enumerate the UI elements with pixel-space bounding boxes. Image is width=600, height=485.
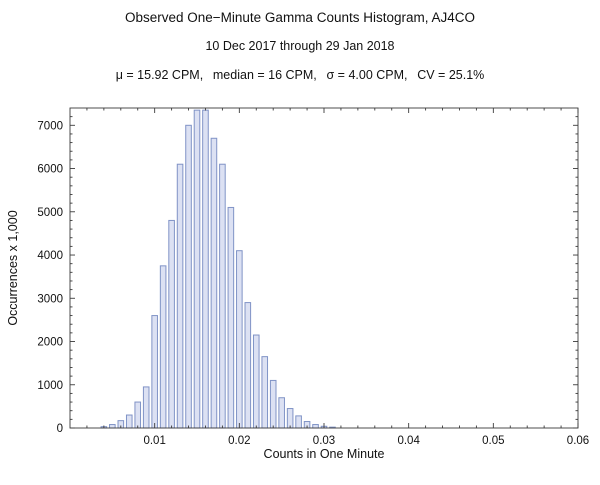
x-tick-label: 0.02 (228, 435, 250, 447)
histogram-bar (193, 109, 201, 429)
histogram-bar (210, 137, 218, 429)
histogram-bar (219, 163, 226, 429)
histogram-bars-layer (100, 109, 336, 429)
x-axis-label: Counts in One Minute (264, 447, 385, 461)
histogram-bar (252, 334, 260, 429)
histogram-bar (278, 397, 285, 429)
histogram-bar (185, 124, 192, 429)
histogram-bar (244, 302, 252, 429)
histogram-bar (286, 408, 294, 429)
histogram-bar (134, 401, 142, 429)
y-axis-label: Occurrences x 1,000 (6, 210, 20, 325)
axis-ticks-layer (70, 108, 579, 429)
y-tick-label: 2000 (37, 337, 63, 349)
y-tick-label: 1000 (37, 380, 63, 392)
histogram-bar (142, 386, 150, 429)
histogram-bar (227, 206, 235, 429)
y-tick-label: 0 (57, 423, 63, 435)
x-tick-label: 0.05 (482, 435, 504, 447)
histogram-bar (312, 424, 319, 429)
y-tick-label: 5000 (37, 207, 63, 219)
y-tick-label: 6000 (37, 164, 63, 176)
chart-subtitle: 10 Dec 2017 through 29 Jan 2018 (205, 39, 394, 53)
tick-labels-layer: 0.01 0.02 0.03 0.04 0.05 0.06 0 1000 2000 3000 400… (37, 120, 589, 447)
histogram-bar (176, 163, 184, 429)
histogram-bar (269, 379, 277, 429)
chart-stats-line: μ = 15.92 CPM, median = 16 CPM, σ = 4.00… (116, 68, 485, 82)
x-tick-label: 0.06 (567, 435, 589, 447)
histogram-bar (236, 250, 243, 429)
y-tick-label: 4000 (37, 250, 63, 262)
y-tick-label: 3000 (37, 293, 63, 305)
histogram-bar (168, 219, 175, 429)
histogram-bar (295, 415, 302, 429)
plot-frame (69, 107, 579, 429)
histogram-bar (125, 414, 133, 429)
x-tick-label: 0.03 (313, 435, 335, 447)
histogram-bar (261, 356, 269, 429)
histogram-bar (151, 315, 158, 429)
x-tick-label: 0.01 (143, 435, 165, 447)
histogram-bar (109, 424, 116, 429)
x-tick-label: 0.04 (397, 435, 420, 447)
histogram-bar (159, 265, 167, 429)
chart-title: Observed One−Minute Gamma Counts Histogr… (125, 10, 475, 25)
histogram-bar (202, 109, 209, 429)
y-tick-label: 7000 (37, 120, 63, 132)
